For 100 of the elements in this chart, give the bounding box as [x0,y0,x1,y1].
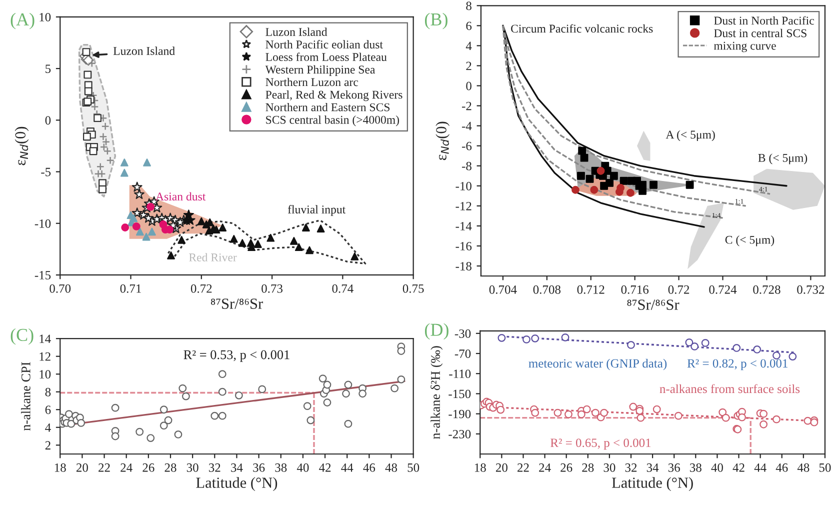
x-axis-title: ⁸⁷Sr/⁸⁶Sr [627,300,680,310]
y-tick-label: 6 [45,406,51,414]
legend-label: Dust in North Pacific [714,16,814,25]
x-tick-label: 0.70 [50,284,71,293]
y-tick-label: 2 [45,441,50,450]
annotation: R² = 0.65, p < 0.001 [550,438,651,450]
y-tick-label: -6 [462,142,472,150]
x-tick-label: 0.74 [332,284,354,293]
chart-title: (D) [424,323,448,340]
legend-label: mixing curve [714,42,776,52]
y-tick-label: 14 [40,334,51,343]
y-tick-label: -230 [448,430,471,438]
annotation: R² = 0.82, p < 0.001 [687,359,788,370]
x-tick-label: 28 [582,463,594,472]
x-tick-label: 20 [496,463,508,472]
x-axis-title: ⁸⁷Sr/⁸⁶Sr [210,298,263,309]
y-tick-label: -10 [456,182,472,190]
x-tick-label: 0.73 [262,284,282,293]
y-tick-label: 10 [40,12,51,22]
x-tick-label: 48 [797,463,810,472]
x-tick-label: 0.72 [190,284,212,293]
x-tick-label: 36 [253,463,265,472]
x-axis-title: Latitude (°N) [612,477,693,491]
legend-label: Pearl, Red & Mekong Rivers [266,90,402,102]
chart-title: (A) [10,12,34,30]
x-tick-label: 32 [208,463,220,472]
y-tick-label: -190 [448,410,471,418]
x-axis-title: Latitude (°N) [196,477,278,491]
y-axis-title: ε$_{Nd}$(0) [436,122,450,160]
y-tick-label: 8 [466,2,472,10]
annotation: Asian dust [156,192,206,201]
annotation: C (< 5μm) [725,235,774,246]
y-tick-label: -14 [456,222,472,230]
annotation: A (< 5μm) [666,130,715,142]
legend-label: SCS central basin (>4000m) [266,116,399,126]
y-tick-label: 2 [466,62,472,70]
x-tick-label: 0.712 [577,285,604,294]
x-tick-label: 28 [164,463,176,472]
x-tick-label: 50 [408,463,420,472]
y-tick-label: -18 [456,262,472,270]
x-tick-label: 18 [54,463,66,472]
x-tick-label: 40 [296,463,309,472]
x-tick-label: 20 [76,463,88,472]
annotation: B (< 5μm) [758,154,808,164]
y-axis-title: ε$_{Nd}$(0) [14,126,29,166]
y-tick-label: -30 [454,329,471,338]
y-tick-label: -16 [456,242,472,250]
x-tick-label: 0.732 [797,285,824,294]
x-tick-label: 22 [98,463,110,472]
x-tick-label: 0.716 [621,285,649,294]
y-axis-title: n-alkane δ²H (‰) [430,346,443,439]
x-tick-label: 36 [668,463,680,472]
y-tick-label: 4 [45,423,51,432]
x-tick-label: 38 [275,463,287,472]
x-tick-label: 42 [319,463,331,472]
x-tick-label: 0.72 [668,285,690,294]
legend-label: North Pacific eolian dust [266,40,383,48]
y-tick-label: -5 [41,168,51,176]
x-tick-label: 0.71 [120,284,141,293]
x-tick-label: 18 [474,463,486,472]
x-tick-label: 40 [711,463,723,472]
annotation: meteoric water (GNIP data) [528,358,667,370]
y-tick-label: -8 [462,162,472,170]
x-tick-label: 34 [231,463,243,472]
y-tick-label: -4 [462,122,472,130]
x-tick-label: 46 [776,463,788,472]
x-tick-label: 42 [732,463,744,472]
y-tick-label: 0 [45,116,51,125]
x-tick-label: 0.704 [489,285,517,294]
y-tick-label: -15 [34,271,51,280]
x-tick-label: 34 [646,463,659,472]
x-tick-label: 38 [690,463,702,472]
y-tick-label: -12 [456,202,472,210]
x-tick-label: 44 [754,463,766,472]
x-tick-label: 0.708 [533,285,560,294]
y-tick-label: -2 [462,102,472,110]
annotation: R² = 0.53, p < 0.001 [184,350,290,362]
y-tick-label: 8 [45,388,51,396]
chart-title: (B) [424,12,448,30]
legend-label: Northern and Eastern SCS [266,102,390,112]
x-tick-label: 30 [186,463,198,472]
x-tick-label: 24 [120,463,132,472]
x-tick-label: 48 [385,463,398,472]
x-tick-label: 26 [142,463,154,472]
y-tick-label: 6 [466,22,472,30]
x-tick-label: 0.728 [753,285,780,294]
legend-label: Luzon Island [266,28,328,36]
x-tick-label: 26 [560,463,572,472]
y-tick-label: -110 [449,370,471,378]
annotation: n-alkanes from surface soils [660,384,800,394]
y-tick-label: 12 [40,352,50,361]
y-tick-label: 5 [46,64,51,73]
legend-label: Northern Luzon arc [266,78,358,86]
legend-label: Loess from Loess Plateau [266,52,387,62]
x-tick-label: 22 [518,463,529,472]
x-tick-label: 24 [539,463,551,472]
y-tick-label: 0 [466,82,472,90]
x-tick-label: 30 [604,463,616,472]
legend-label: Western Philippine Sea [265,65,376,76]
y-tick-label: 10 [40,370,51,379]
